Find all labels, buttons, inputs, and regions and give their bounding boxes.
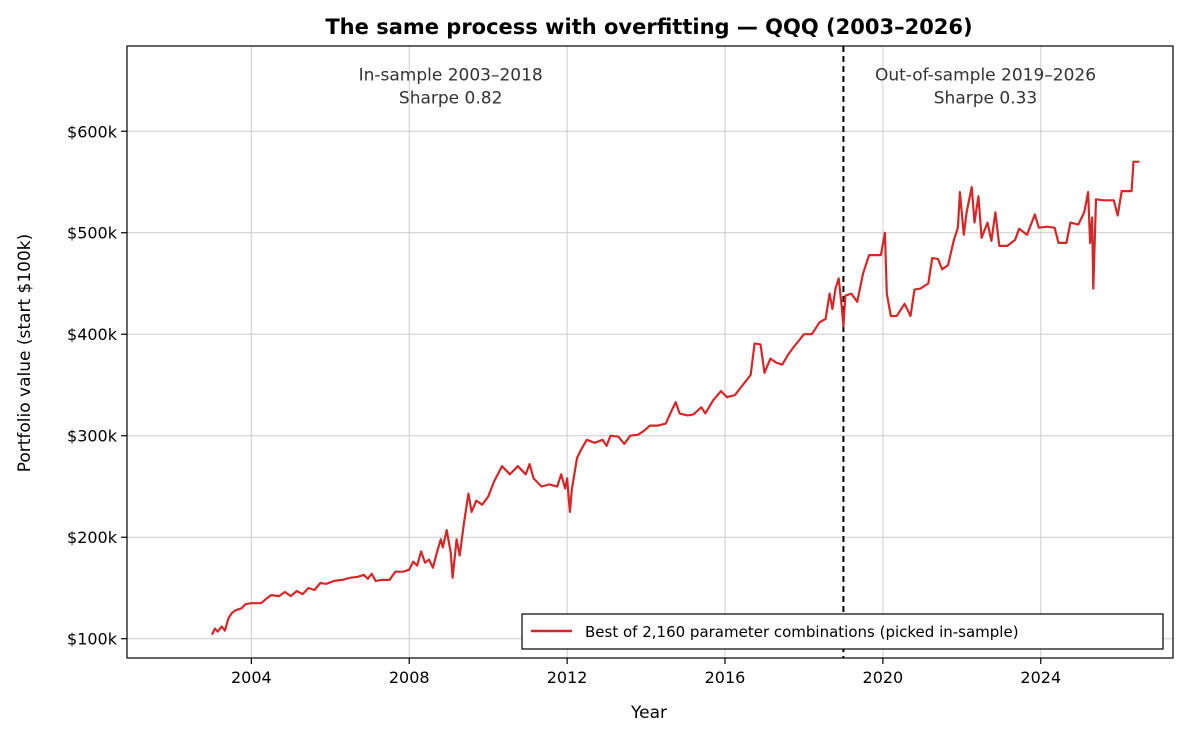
series-line [210, 160, 1140, 636]
chart-title: The same process with overfitting — QQQ … [325, 15, 972, 39]
y-tick-label: $600k [67, 122, 118, 141]
x-tick-label: 2024 [1020, 668, 1061, 687]
x-tick-label: 2016 [705, 668, 746, 687]
legend: Best of 2,160 parameter combinations (pi… [521, 613, 1164, 650]
legend-box [521, 613, 1164, 650]
y-axis: $100k $200k $300k $400k $500k $600k [67, 122, 127, 649]
annotation-sharpe: Sharpe 0.82 [399, 89, 502, 109]
legend-label: Best of 2,160 parameter combinations (pi… [585, 623, 1019, 641]
x-axis-label: Year [630, 703, 667, 723]
annotation-title: Out-of-sample 2019–2026 [875, 66, 1096, 86]
plot-frame [126, 45, 1174, 659]
y-axis-label: Portfolio value (start $100k) [15, 234, 35, 473]
annotation-sharpe: Sharpe 0.33 [934, 89, 1037, 109]
x-axis: 2004 2008 2012 2016 2020 2024 [231, 658, 1061, 687]
y-tick-label: $200k [67, 528, 118, 547]
x-tick-label: 2004 [231, 668, 272, 687]
x-tick-label: 2020 [863, 668, 904, 687]
annotation-title: In-sample 2003–2018 [359, 66, 543, 86]
y-tick-label: $500k [67, 224, 118, 243]
series-group [210, 160, 1140, 636]
x-tick-label: 2012 [547, 668, 588, 687]
y-tick-label: $100k [67, 630, 118, 649]
y-tick-label: $400k [67, 325, 118, 344]
annotations: In-sample 2003–2018 Sharpe 0.82 Out-of-sam… [359, 66, 1096, 109]
y-tick-label: $300k [67, 427, 118, 446]
x-tick-label: 2008 [389, 668, 430, 687]
